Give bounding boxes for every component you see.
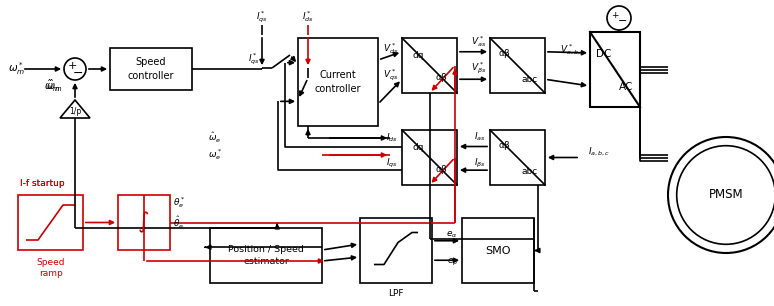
Text: Position / Speed
estimator: Position / Speed estimator xyxy=(228,245,304,266)
Text: −: − xyxy=(73,66,84,80)
Circle shape xyxy=(676,146,774,244)
Text: $V_{a,b,c}^*$: $V_{a,b,c}^*$ xyxy=(560,43,586,57)
Text: $V_{qs}^*$: $V_{qs}^*$ xyxy=(382,67,398,83)
Bar xyxy=(402,130,457,185)
Text: $e_\alpha$: $e_\alpha$ xyxy=(447,230,458,240)
Text: $I_{ds}^*$: $I_{ds}^*$ xyxy=(302,9,314,24)
Bar xyxy=(462,218,534,283)
Text: 1/p: 1/p xyxy=(69,107,81,117)
Text: $\theta_e^*$: $\theta_e^*$ xyxy=(173,196,186,211)
Text: ∫: ∫ xyxy=(139,212,150,233)
Text: αβ: αβ xyxy=(498,50,510,58)
Text: +: + xyxy=(67,61,77,71)
Text: $V_{ds}^*$: $V_{ds}^*$ xyxy=(382,42,398,57)
Text: Current
controller: Current controller xyxy=(315,70,361,94)
Text: abc: abc xyxy=(522,76,538,84)
Text: dq: dq xyxy=(413,144,423,152)
Text: αβ: αβ xyxy=(498,141,510,151)
Text: LPF: LPF xyxy=(389,289,404,297)
Bar xyxy=(118,195,170,250)
Bar xyxy=(490,38,545,93)
Circle shape xyxy=(64,58,86,80)
Text: Speed
ramp: Speed ramp xyxy=(36,258,65,278)
Text: $I_{as}$: $I_{as}$ xyxy=(474,131,486,143)
Text: dq: dq xyxy=(413,51,423,61)
Text: I-f startup: I-f startup xyxy=(20,178,64,188)
Text: I-f startup: I-f startup xyxy=(20,178,64,188)
Text: $I_{a,b,c}$: $I_{a,b,c}$ xyxy=(588,146,611,158)
Text: $I_{ds}$: $I_{ds}$ xyxy=(386,132,398,144)
Text: $\hat{\omega}_e$: $\hat{\omega}_e$ xyxy=(208,131,221,145)
Text: $\omega_m^*$: $\omega_m^*$ xyxy=(8,61,26,77)
Bar xyxy=(490,130,545,185)
Text: $V_{\beta s}^*$: $V_{\beta s}^*$ xyxy=(471,60,486,76)
Circle shape xyxy=(668,137,774,253)
Text: $V_{as}^*$: $V_{as}^*$ xyxy=(471,35,486,50)
Text: DC: DC xyxy=(596,49,611,59)
Circle shape xyxy=(607,6,631,30)
Text: abc: abc xyxy=(522,167,538,177)
Bar xyxy=(402,38,457,93)
Text: αβ: αβ xyxy=(435,73,447,83)
Text: SMO: SMO xyxy=(485,245,511,256)
Bar xyxy=(590,32,640,107)
Bar xyxy=(18,195,83,250)
Text: $I_{qs}^*$: $I_{qs}^*$ xyxy=(256,9,268,25)
Bar xyxy=(210,228,322,283)
Bar xyxy=(360,218,432,283)
Text: $\omega_e^*$: $\omega_e^*$ xyxy=(208,147,222,162)
Text: $e_\beta$: $e_\beta$ xyxy=(447,256,458,267)
Text: Speed
controller: Speed controller xyxy=(128,58,174,80)
Text: $I_{\beta s}$: $I_{\beta s}$ xyxy=(474,156,486,170)
Text: −: − xyxy=(618,16,628,26)
Text: $I_{qs}$: $I_{qs}$ xyxy=(386,156,398,170)
Polygon shape xyxy=(60,100,90,118)
Text: $\hat{\omega}_m$: $\hat{\omega}_m$ xyxy=(46,78,62,94)
Text: $I_{qs}^*$: $I_{qs}^*$ xyxy=(248,51,260,67)
Text: $\hat{\omega}_m$: $\hat{\omega}_m$ xyxy=(43,78,60,94)
Bar xyxy=(298,38,378,126)
Text: AC: AC xyxy=(618,82,633,92)
Text: αβ: αβ xyxy=(435,166,447,174)
Text: +: + xyxy=(611,12,618,21)
Text: $\hat{\theta}_e$: $\hat{\theta}_e$ xyxy=(173,215,184,231)
Bar xyxy=(110,48,192,90)
Text: PMSM: PMSM xyxy=(709,188,743,201)
